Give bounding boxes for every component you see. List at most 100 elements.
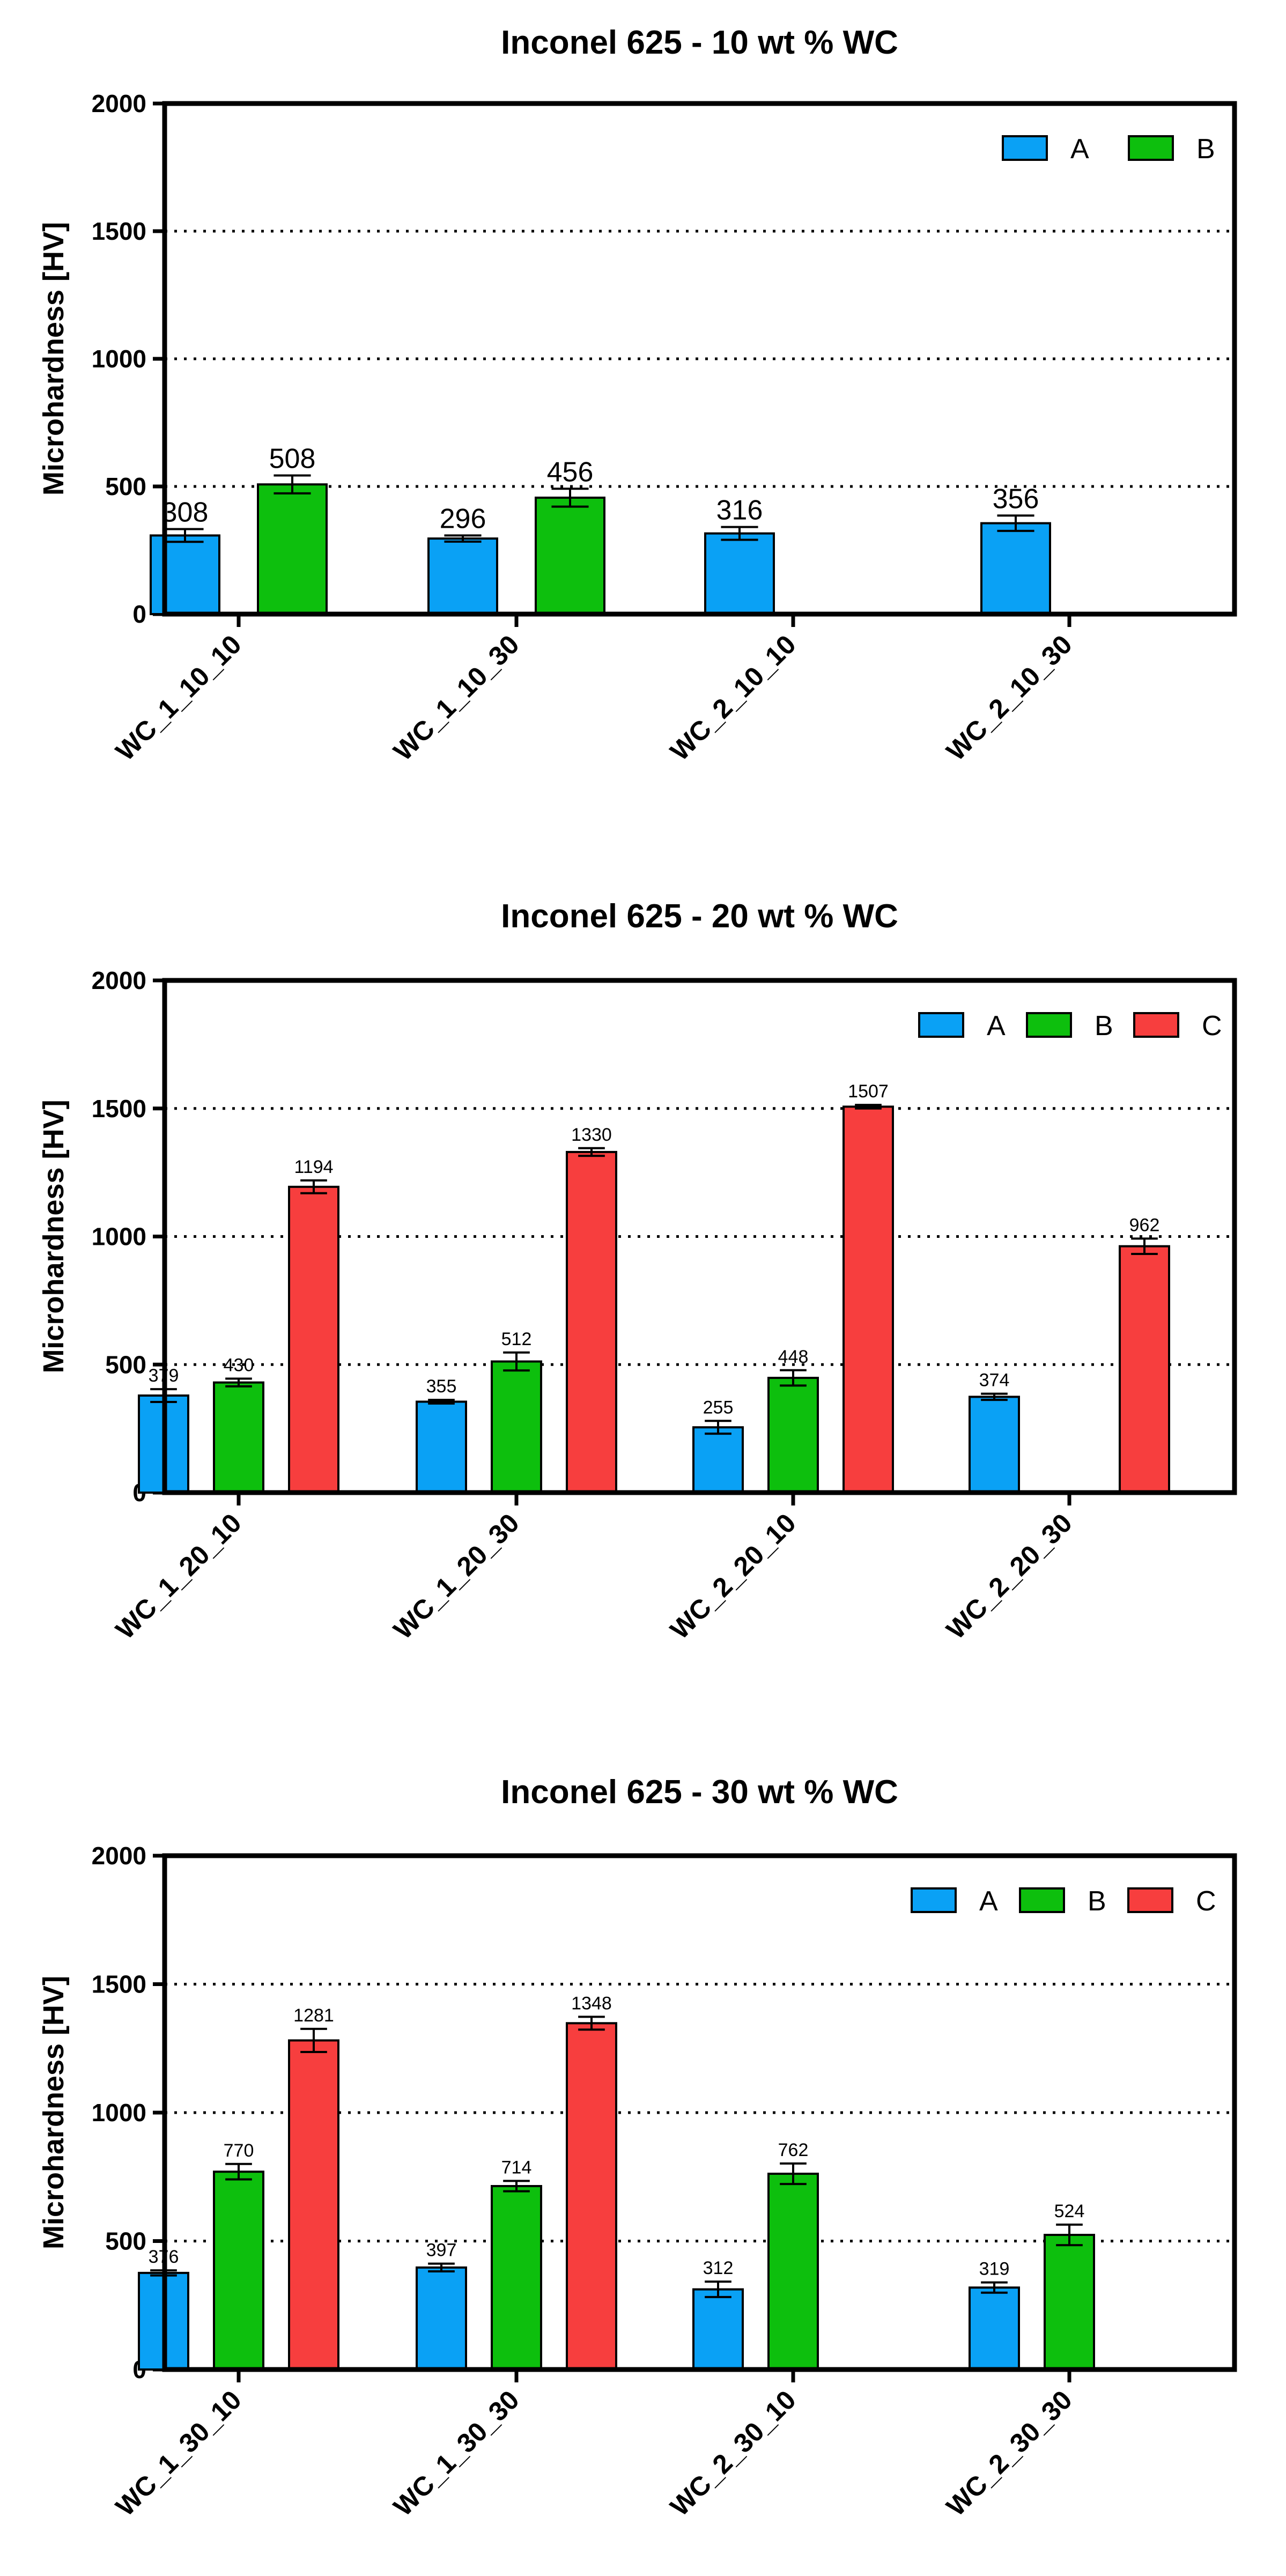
bar-a-wc_2_20_30 [969, 1396, 1020, 1494]
x-tick-label: WC_2_30_30 [941, 2385, 1078, 2522]
x-tick-label: WC_1_10_30 [388, 629, 525, 766]
y-tick-label: 500 [105, 473, 146, 500]
bar-b-wc_1_20_10 [213, 1381, 264, 1494]
bar-c-wc_2_20_10 [842, 1105, 894, 1494]
data-label: 374 [979, 1370, 1010, 1391]
legend-label-c: C [1196, 1886, 1216, 1917]
bar-a-wc_1_10_30 [427, 537, 498, 615]
data-label: 356 [993, 483, 1039, 514]
bar-b-wc_1_10_30 [535, 496, 605, 615]
x-tick-label: WC_2_20_30 [941, 1508, 1078, 1645]
chart-title: Inconel 625 - 20 wt % WC [501, 898, 898, 935]
data-label: 770 [224, 2140, 254, 2161]
x-tick-label: WC_2_30_10 [664, 2385, 802, 2522]
legend-label-c: C [1202, 1010, 1222, 1042]
legend-swatch-b [1019, 1887, 1065, 1913]
x-tick-label: WC_2_20_10 [664, 1508, 802, 1645]
x-tick-label: WC_1_10_10 [110, 629, 247, 766]
legend-swatch-c [1133, 1012, 1179, 1038]
y-tick-label: 1500 [92, 217, 146, 245]
data-label: 430 [224, 1355, 254, 1376]
legend-swatch-a [1002, 135, 1048, 161]
bar-b-wc_1_20_30 [491, 1360, 542, 1494]
legend-label-b: B [1088, 1886, 1106, 1917]
x-tick-label: WC_1_20_30 [388, 1508, 525, 1645]
data-label: 762 [778, 2140, 809, 2160]
y-tick-label: 2000 [92, 1842, 146, 1870]
y-tick-label: 1000 [92, 2099, 146, 2127]
y-tick-label: 1000 [92, 345, 146, 373]
data-label: 296 [440, 503, 486, 534]
plot-frame [162, 101, 1237, 617]
y-tick-label: 1500 [92, 1970, 146, 1998]
chart-title: Inconel 625 - 30 wt % WC [501, 1774, 898, 1811]
bar-a-wc_1_30_30 [416, 2266, 467, 2371]
bar-a-wc_2_30_30 [969, 2286, 1020, 2371]
data-label: 316 [716, 495, 763, 526]
chart-panel-1: Inconel 625 - 10 wt % WC Microhardness [H… [38, 24, 1237, 766]
x-tick-label: WC_1_20_10 [110, 1508, 247, 1645]
chart-title: Inconel 625 - 10 wt % WC [501, 24, 898, 61]
bar-c-wc_2_20_30 [1119, 1245, 1170, 1494]
data-label: 456 [547, 456, 594, 488]
legend-label-a: A [979, 1886, 998, 1917]
data-label: 312 [703, 2258, 734, 2278]
chart-panel-3: Inconel 625 - 30 wt % WC Microhardness [H… [38, 1774, 1237, 2522]
bar-a-wc_2_10_10 [704, 532, 775, 615]
data-label: 1281 [293, 2005, 334, 2026]
x-tick-label: WC_2_10_30 [941, 629, 1078, 766]
bar-b-wc_2_30_30 [1044, 2234, 1095, 2371]
data-label: 962 [1129, 1215, 1160, 1235]
y-tick-label: 0 [132, 600, 146, 628]
bar-c-wc_1_20_10 [288, 1185, 339, 1494]
data-label: 255 [703, 1397, 734, 1418]
data-label: 714 [501, 2157, 532, 2178]
bar-b-wc_1_10_10 [257, 483, 328, 616]
y-tick-label: 2000 [92, 966, 146, 994]
data-label: 1507 [848, 1081, 889, 1102]
chart-panel-2: Inconel 625 - 20 wt % WC Microhardness [H… [38, 898, 1237, 1645]
data-label: 508 [269, 444, 316, 475]
y-tick-label: 2000 [92, 90, 146, 117]
bar-c-wc_1_20_30 [566, 1150, 617, 1494]
bar-a-wc_2_20_10 [692, 1426, 744, 1494]
bar-a-wc_1_10_10 [150, 534, 220, 616]
data-label: 524 [1054, 2201, 1085, 2221]
bar-c-wc_1_30_10 [288, 2039, 339, 2371]
plot-frame [162, 978, 1237, 1495]
bar-b-wc_1_30_10 [213, 2171, 264, 2371]
bar-c-wc_1_30_30 [566, 2022, 617, 2371]
data-label: 397 [426, 2240, 457, 2261]
legend-label-b: B [1196, 134, 1215, 165]
legend-swatch-a [911, 1887, 957, 1913]
y-tick-label: 1000 [92, 1223, 146, 1251]
legend-label-a: A [1070, 134, 1089, 165]
x-tick-label: WC_2_10_10 [664, 629, 802, 766]
data-label: 319 [979, 2259, 1010, 2279]
bar-a-wc_2_30_10 [692, 2288, 744, 2371]
legend-swatch-c [1127, 1887, 1173, 1913]
x-tick-label: WC_1_30_30 [388, 2385, 525, 2522]
data-label: 355 [426, 1376, 457, 1397]
legend-label-b: B [1095, 1010, 1113, 1042]
legend-swatch-b [1128, 135, 1174, 161]
legend-swatch-a [918, 1012, 964, 1038]
plot-frame [162, 1853, 1237, 2372]
data-label: 1330 [571, 1125, 612, 1145]
y-axis-label: Microhardness [HV] [38, 1976, 70, 2249]
bar-b-wc_1_30_30 [491, 2184, 542, 2371]
bar-a-wc_1_20_30 [416, 1400, 467, 1494]
y-tick-label: 500 [105, 2227, 146, 2255]
data-label: 448 [778, 1347, 809, 1367]
bar-b-wc_2_30_10 [767, 2173, 819, 2371]
data-label: 308 [162, 497, 209, 528]
data-label: 1194 [294, 1157, 333, 1177]
bar-b-wc_2_20_10 [767, 1377, 819, 1494]
bar-a-wc_2_10_30 [980, 522, 1051, 615]
legend-label-a: A [987, 1010, 1006, 1042]
y-axis-label: Microhardness [HV] [38, 1099, 70, 1373]
y-axis-label: Microhardness [HV] [38, 222, 70, 496]
y-tick-label: 500 [105, 1350, 146, 1378]
data-label: 1348 [571, 1993, 612, 2013]
